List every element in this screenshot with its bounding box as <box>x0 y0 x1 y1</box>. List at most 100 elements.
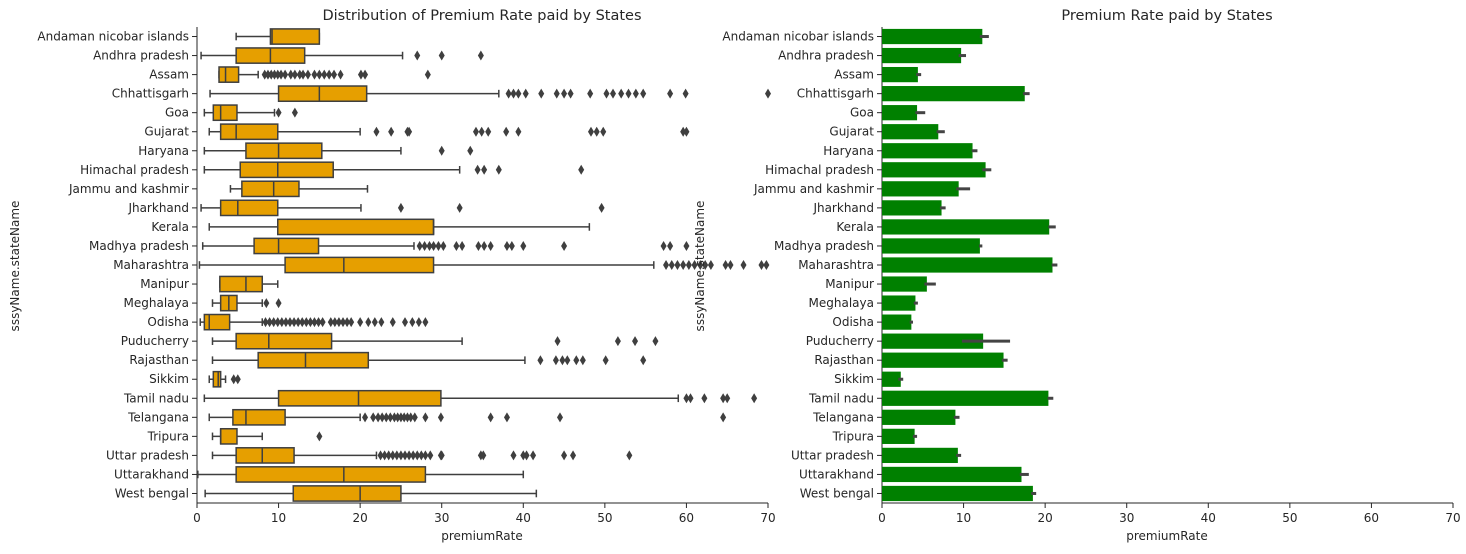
box-flier <box>401 412 408 423</box>
box-flier <box>393 450 400 461</box>
box-flier <box>685 260 692 270</box>
boxplot-y-tick-label-uttar-pradesh: Uttar pradesh <box>106 448 189 462</box>
boxplot-y-tick-label-sikkim: Sikkim <box>149 372 189 386</box>
box-flier <box>564 355 571 366</box>
box-flier <box>720 412 727 423</box>
box-flier <box>282 69 289 80</box>
box-flier <box>373 126 380 137</box>
box-iqr <box>212 370 222 388</box>
barplot-y-tick-label-madhya-pradesh: Madhya pradesh <box>774 239 874 253</box>
barplot-y-tick-label-tamil-nadu: Tamil nadu <box>808 391 874 405</box>
box-flier <box>370 412 377 423</box>
box-flier <box>600 126 607 137</box>
barplot-x-tick-label-30: 30 <box>1119 511 1134 525</box>
box-iqr <box>241 180 300 198</box>
box-flier <box>701 393 708 404</box>
box-flier <box>763 260 770 270</box>
box-flier <box>691 260 698 270</box>
boxplot-y-tick-label-odisha: Odisha <box>147 315 189 329</box>
barplot-y-tick-label-himachal-pradesh: Himachal pradesh <box>765 163 874 177</box>
barplot-x-tick-label-50: 50 <box>1282 511 1297 525</box>
box-flier <box>357 69 364 80</box>
box-iqr <box>292 485 402 502</box>
boxplot-y-tick-label-jharkhand: Jharkhand <box>127 201 189 215</box>
box-flier <box>485 126 492 137</box>
box-flier <box>397 450 404 461</box>
box-iqr <box>203 313 231 331</box>
boxplot-y-tick-label-manipur: Manipur <box>140 277 189 291</box>
boxplot-y-tick-label-himachal-pradesh: Himachal pradesh <box>80 163 189 177</box>
box-flier <box>315 317 322 328</box>
box-flier <box>587 126 594 137</box>
box-flier <box>383 412 390 423</box>
box-flier <box>437 412 444 423</box>
box-flier <box>687 393 694 404</box>
barplot-y-tick-label-assam: Assam <box>834 68 874 82</box>
bar-odisha <box>882 314 912 330</box>
barplot-x-label: premiumRate <box>1126 529 1208 543</box>
box-flier <box>427 450 434 461</box>
box-flier <box>307 317 314 328</box>
box-flier <box>378 317 385 328</box>
boxplot-x-label: premiumRate <box>441 529 523 543</box>
bar-maharashtra <box>882 257 1053 273</box>
box-flier <box>418 450 425 461</box>
box-tripura <box>211 427 323 445</box>
box-flier <box>387 412 394 423</box>
boxplot-y-tick-label-west-bengal: West bengal <box>115 486 189 500</box>
box-flier <box>480 450 487 461</box>
box-flier <box>316 431 323 442</box>
box-flier <box>377 450 384 461</box>
box-odisha <box>199 313 429 331</box>
box-iqr <box>239 161 334 179</box>
box-flier <box>421 240 428 251</box>
box-flier <box>371 317 378 328</box>
box-flier <box>414 50 421 61</box>
box-flier <box>765 88 771 99</box>
box-flier <box>758 260 765 270</box>
box-flier <box>415 317 422 328</box>
box-flier <box>304 69 311 80</box>
box-flier <box>740 260 747 270</box>
box-flier <box>505 88 512 99</box>
box-flier <box>438 450 445 461</box>
box-flier <box>668 260 675 270</box>
box-flier <box>503 412 510 423</box>
box-flier <box>326 69 333 80</box>
box-flier <box>438 145 445 156</box>
box-flier <box>552 355 559 366</box>
barplot-y-tick-label-chhattisgarh: Chhattisgarh <box>797 87 874 101</box>
barplot-y-tick-label-uttar-pradesh: Uttar pradesh <box>791 448 874 462</box>
box-iqr <box>235 466 427 483</box>
boxplot-y-tick-label-gujarat: Gujarat <box>144 125 189 139</box>
box-flier <box>751 393 758 404</box>
box-flier <box>603 88 610 99</box>
box-flier <box>663 260 670 270</box>
bar-andaman-nicobar-islands <box>882 28 983 45</box>
barplot-x-tick-label-10: 10 <box>956 511 971 525</box>
box-jammu-and-kashmir <box>229 180 369 198</box>
bar-puducherry <box>882 333 984 349</box>
box-flier <box>299 317 306 328</box>
bar-assam <box>882 66 918 83</box>
box-flier <box>404 412 411 423</box>
barplot-y-tick-label-odisha: Odisha <box>832 315 874 329</box>
box-flier <box>495 164 502 175</box>
box-iqr <box>253 237 320 255</box>
barplot-y-tick-label-andhra-pradesh: Andhra pradesh <box>778 49 874 63</box>
bar-manipur <box>882 276 927 292</box>
box-flier <box>331 317 338 328</box>
barplot-y-tick-label-puducherry: Puducherry <box>806 334 874 348</box>
box-flier <box>344 317 351 328</box>
box-flier <box>510 88 517 99</box>
box-flier <box>487 412 494 423</box>
box-flier <box>438 50 445 61</box>
box-flier <box>602 355 609 366</box>
box-flier <box>522 88 529 99</box>
box-flier <box>561 450 568 461</box>
box-tamil-nadu <box>203 389 758 407</box>
barplot-y-tick-label-uttarakhand: Uttarakhand <box>799 467 874 481</box>
barplot-y-tick-label-maharashtra: Maharashtra <box>798 258 874 272</box>
boxplot-title: Distribution of Premium Rate paid by Sta… <box>322 8 641 24</box>
